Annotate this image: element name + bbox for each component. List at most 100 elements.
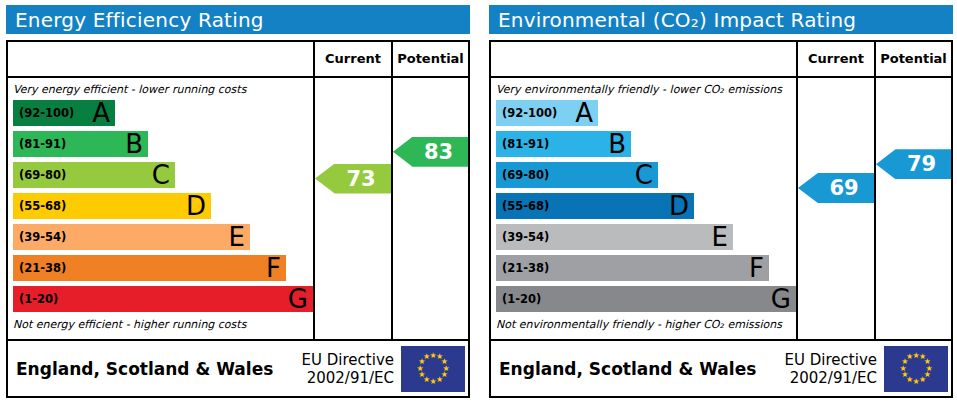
band-row-f: (21-38) F (496, 255, 796, 281)
rating-bands: (92-100) A (81-91) B (69-80) C (55-68) D (39-54)… (496, 100, 796, 317)
band-bar-c: (69-80) C (13, 162, 175, 188)
band-row-f: (21-38) F (13, 255, 313, 281)
band-letter: F (749, 255, 764, 281)
band-row-g: (1-20) G (496, 286, 796, 312)
band-bar-f: (21-38) F (13, 255, 286, 281)
chart-footer: England, Scotland & Wales EU Directive 2… (6, 339, 470, 398)
current-rating-arrow: 69 (798, 173, 874, 203)
current-column-header: Current (315, 42, 391, 76)
band-row-c: (69-80) C (13, 162, 313, 188)
header-row: Current Potential (491, 42, 951, 78)
top-caption: Very energy efficient - lower running co… (13, 83, 246, 96)
column-separator (313, 42, 315, 339)
eu-directive: EU Directive 2002/91/EC (302, 351, 394, 387)
current-rating-arrow: 73 (315, 164, 391, 194)
co2-impact-chart: Environmental (CO₂) Impact Rating Curren… (489, 5, 953, 398)
potential-rating-arrow: 79 (876, 149, 951, 179)
band-row-b: (81-91) B (13, 131, 313, 157)
band-range-label: (81-91) (502, 137, 549, 151)
potential-column-header: Potential (876, 42, 951, 76)
band-bar-b: (81-91) B (496, 131, 631, 157)
eu-directive-line2: 2002/91/EC (302, 369, 394, 387)
band-range-label: (1-20) (19, 292, 58, 306)
band-letter: A (92, 100, 110, 126)
band-letter: C (635, 162, 653, 188)
band-range-label: (55-68) (502, 199, 549, 213)
eu-directive-line1: EU Directive (302, 351, 394, 369)
band-range-label: (39-54) (502, 230, 549, 244)
band-letter: B (608, 131, 626, 157)
bottom-caption: Not energy efficient - higher running co… (13, 318, 246, 331)
band-letter: D (186, 193, 206, 219)
column-separator (796, 42, 798, 339)
footer-region: England, Scotland & Wales (499, 359, 756, 379)
eu-directive: EU Directive 2002/91/EC (785, 351, 877, 387)
band-bar-e: (39-54) E (496, 224, 733, 250)
band-letter: F (266, 255, 281, 281)
band-bar-d: (55-68) D (496, 193, 694, 219)
band-range-label: (92-100) (19, 106, 74, 120)
band-range-label: (69-80) (19, 168, 66, 182)
band-range-label: (21-38) (19, 261, 66, 275)
band-letter: E (712, 224, 728, 250)
eu-star-icon: ★ (423, 353, 430, 361)
band-range-label: (55-68) (19, 199, 66, 213)
column-separator (391, 42, 393, 339)
band-letter: B (125, 131, 143, 157)
eu-directive-line1: EU Directive (785, 351, 877, 369)
band-range-label: (81-91) (19, 137, 66, 151)
band-bar-b: (81-91) B (13, 131, 148, 157)
potential-rating-arrow: 83 (393, 137, 468, 167)
band-row-a: (92-100) A (496, 100, 796, 126)
rating-table: Current Potential Very environmentally f… (489, 40, 953, 341)
band-row-d: (55-68) D (13, 193, 313, 219)
band-letter: E (229, 224, 245, 250)
band-range-label: (39-54) (19, 230, 66, 244)
eu-star-icon: ★ (429, 378, 436, 386)
eu-star-icon: ★ (919, 376, 926, 384)
column-separator (874, 42, 876, 339)
band-bar-d: (55-68) D (13, 193, 211, 219)
band-row-d: (55-68) D (496, 193, 796, 219)
eu-star-icon: ★ (906, 353, 913, 361)
eu-star-icon: ★ (912, 378, 919, 386)
band-letter: A (575, 100, 593, 126)
eu-directive-line2: 2002/91/EC (785, 369, 877, 387)
band-row-a: (92-100) A (13, 100, 313, 126)
band-range-label: (21-38) (502, 261, 549, 275)
header-row: Current Potential (8, 42, 468, 78)
rating-table: Current Potential Very energy efficient … (6, 40, 470, 341)
band-row-c: (69-80) C (496, 162, 796, 188)
band-row-e: (39-54) E (496, 224, 796, 250)
bottom-caption: Not environmentally friendly - higher CO… (496, 318, 782, 331)
chart-title: Energy Efficiency Rating (6, 5, 470, 34)
band-bar-g: (1-20) G (13, 286, 313, 312)
band-letter: D (669, 193, 689, 219)
epc-ratings-page: Energy Efficiency Rating Current Potenti… (0, 0, 957, 404)
band-bar-f: (21-38) F (496, 255, 769, 281)
chart-title: Environmental (CO₂) Impact Rating (489, 5, 953, 34)
band-bar-c: (69-80) C (496, 162, 658, 188)
eu-star-icon: ★ (436, 376, 443, 384)
energy-efficiency-chart: Energy Efficiency Rating Current Potenti… (6, 5, 470, 398)
band-bar-a: (92-100) A (496, 100, 598, 126)
band-letter: G (771, 286, 791, 312)
eu-flag: ★★★★★★★★★★★★ (884, 346, 948, 392)
footer-region: England, Scotland & Wales (16, 359, 273, 379)
eu-flag: ★★★★★★★★★★★★ (401, 346, 465, 392)
potential-column-header: Potential (393, 42, 468, 76)
band-range-label: (69-80) (502, 168, 549, 182)
band-range-label: (1-20) (502, 292, 541, 306)
band-letter: G (288, 286, 308, 312)
band-row-g: (1-20) G (13, 286, 313, 312)
band-range-label: (92-100) (502, 106, 557, 120)
top-caption: Very environmentally friendly - lower CO… (496, 83, 782, 96)
rating-bands: (92-100) A (81-91) B (69-80) C (55-68) D (39-54)… (13, 100, 313, 317)
chart-footer: England, Scotland & Wales EU Directive 2… (489, 339, 953, 398)
band-row-b: (81-91) B (496, 131, 796, 157)
band-bar-e: (39-54) E (13, 224, 250, 250)
band-letter: C (152, 162, 170, 188)
band-bar-g: (1-20) G (496, 286, 796, 312)
band-row-e: (39-54) E (13, 224, 313, 250)
band-bar-a: (92-100) A (13, 100, 115, 126)
